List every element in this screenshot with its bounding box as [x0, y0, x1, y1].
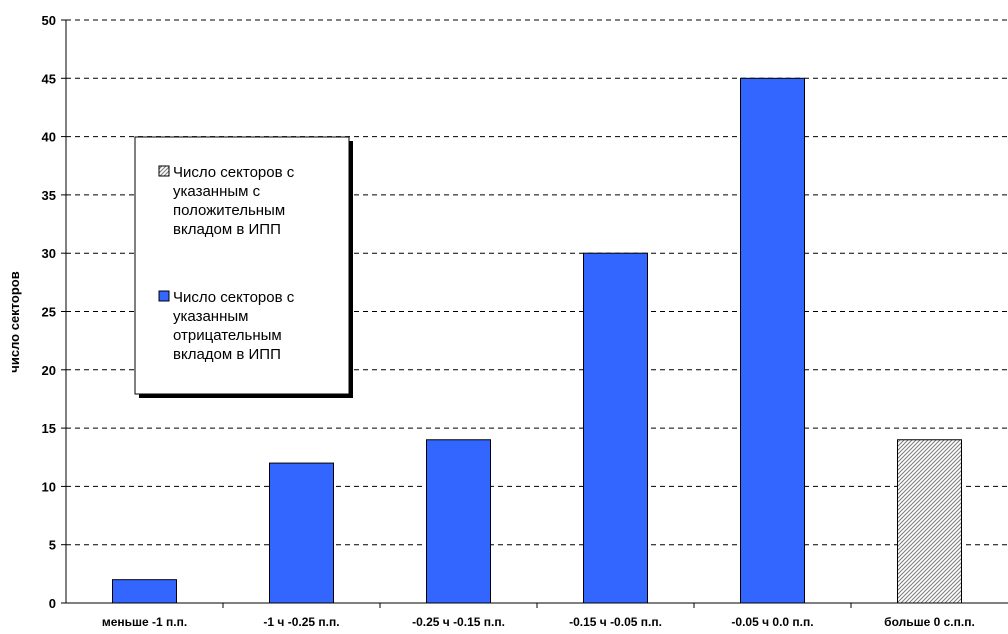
y-tick-label: 5: [49, 538, 56, 553]
y-tick-label: 40: [42, 130, 56, 145]
legend-label: отрицательным: [173, 327, 282, 344]
legend-label: Число секторов с: [173, 289, 295, 306]
y-tick-label: 25: [42, 305, 56, 320]
bar-negative: [426, 439, 491, 604]
y-axis-title: число секторов: [7, 271, 22, 372]
bars: [112, 77, 962, 604]
bar-positive: [897, 439, 962, 604]
legend-swatch: [158, 165, 170, 177]
legend-label: указанным с: [173, 183, 261, 200]
legend-label: Число секторов с: [173, 164, 295, 181]
axes: 0 5 10 15 20 25 30 35 40 45 50 меньше -1 п.п. -1 ч -…: [42, 13, 1008, 629]
y-tick-label: 10: [42, 479, 56, 494]
legend-label: указанным: [173, 308, 248, 325]
legend-label: вкладом в ИПП: [173, 221, 281, 238]
x-tick-label: меньше -1 п.п.: [102, 615, 187, 629]
y-tick-label: 45: [42, 71, 56, 86]
bar-negative: [583, 252, 648, 604]
x-tick-label: -0.15 ч -0.05 п.п.: [569, 615, 662, 629]
y-tick-label: 0: [49, 596, 56, 611]
x-tick-label: больше 0 с.п.п.: [884, 615, 975, 629]
y-tick-label: 30: [42, 246, 56, 261]
bar-negative: [269, 462, 334, 604]
y-tick-label: 20: [42, 363, 56, 378]
legend-label: вкладом в ИПП: [173, 346, 281, 363]
legend-label: положительным: [173, 202, 285, 219]
legend: Число секторов с указанным с положительным…: [134, 136, 353, 398]
x-tick-label: -0.05 ч 0.0 п.п.: [731, 615, 813, 629]
y-tick-label: 15: [42, 421, 56, 436]
x-tick-label: -0.25 ч -0.15 п.п.: [412, 615, 505, 629]
bar-negative: [112, 579, 177, 604]
legend-swatch: [158, 290, 170, 302]
y-tick-label: 50: [42, 13, 56, 28]
bar-negative: [740, 77, 805, 604]
y-tick-label: 35: [42, 188, 56, 203]
x-tick-label: -1 ч -0.25 п.п.: [263, 615, 339, 629]
legend-box: [134, 136, 350, 395]
